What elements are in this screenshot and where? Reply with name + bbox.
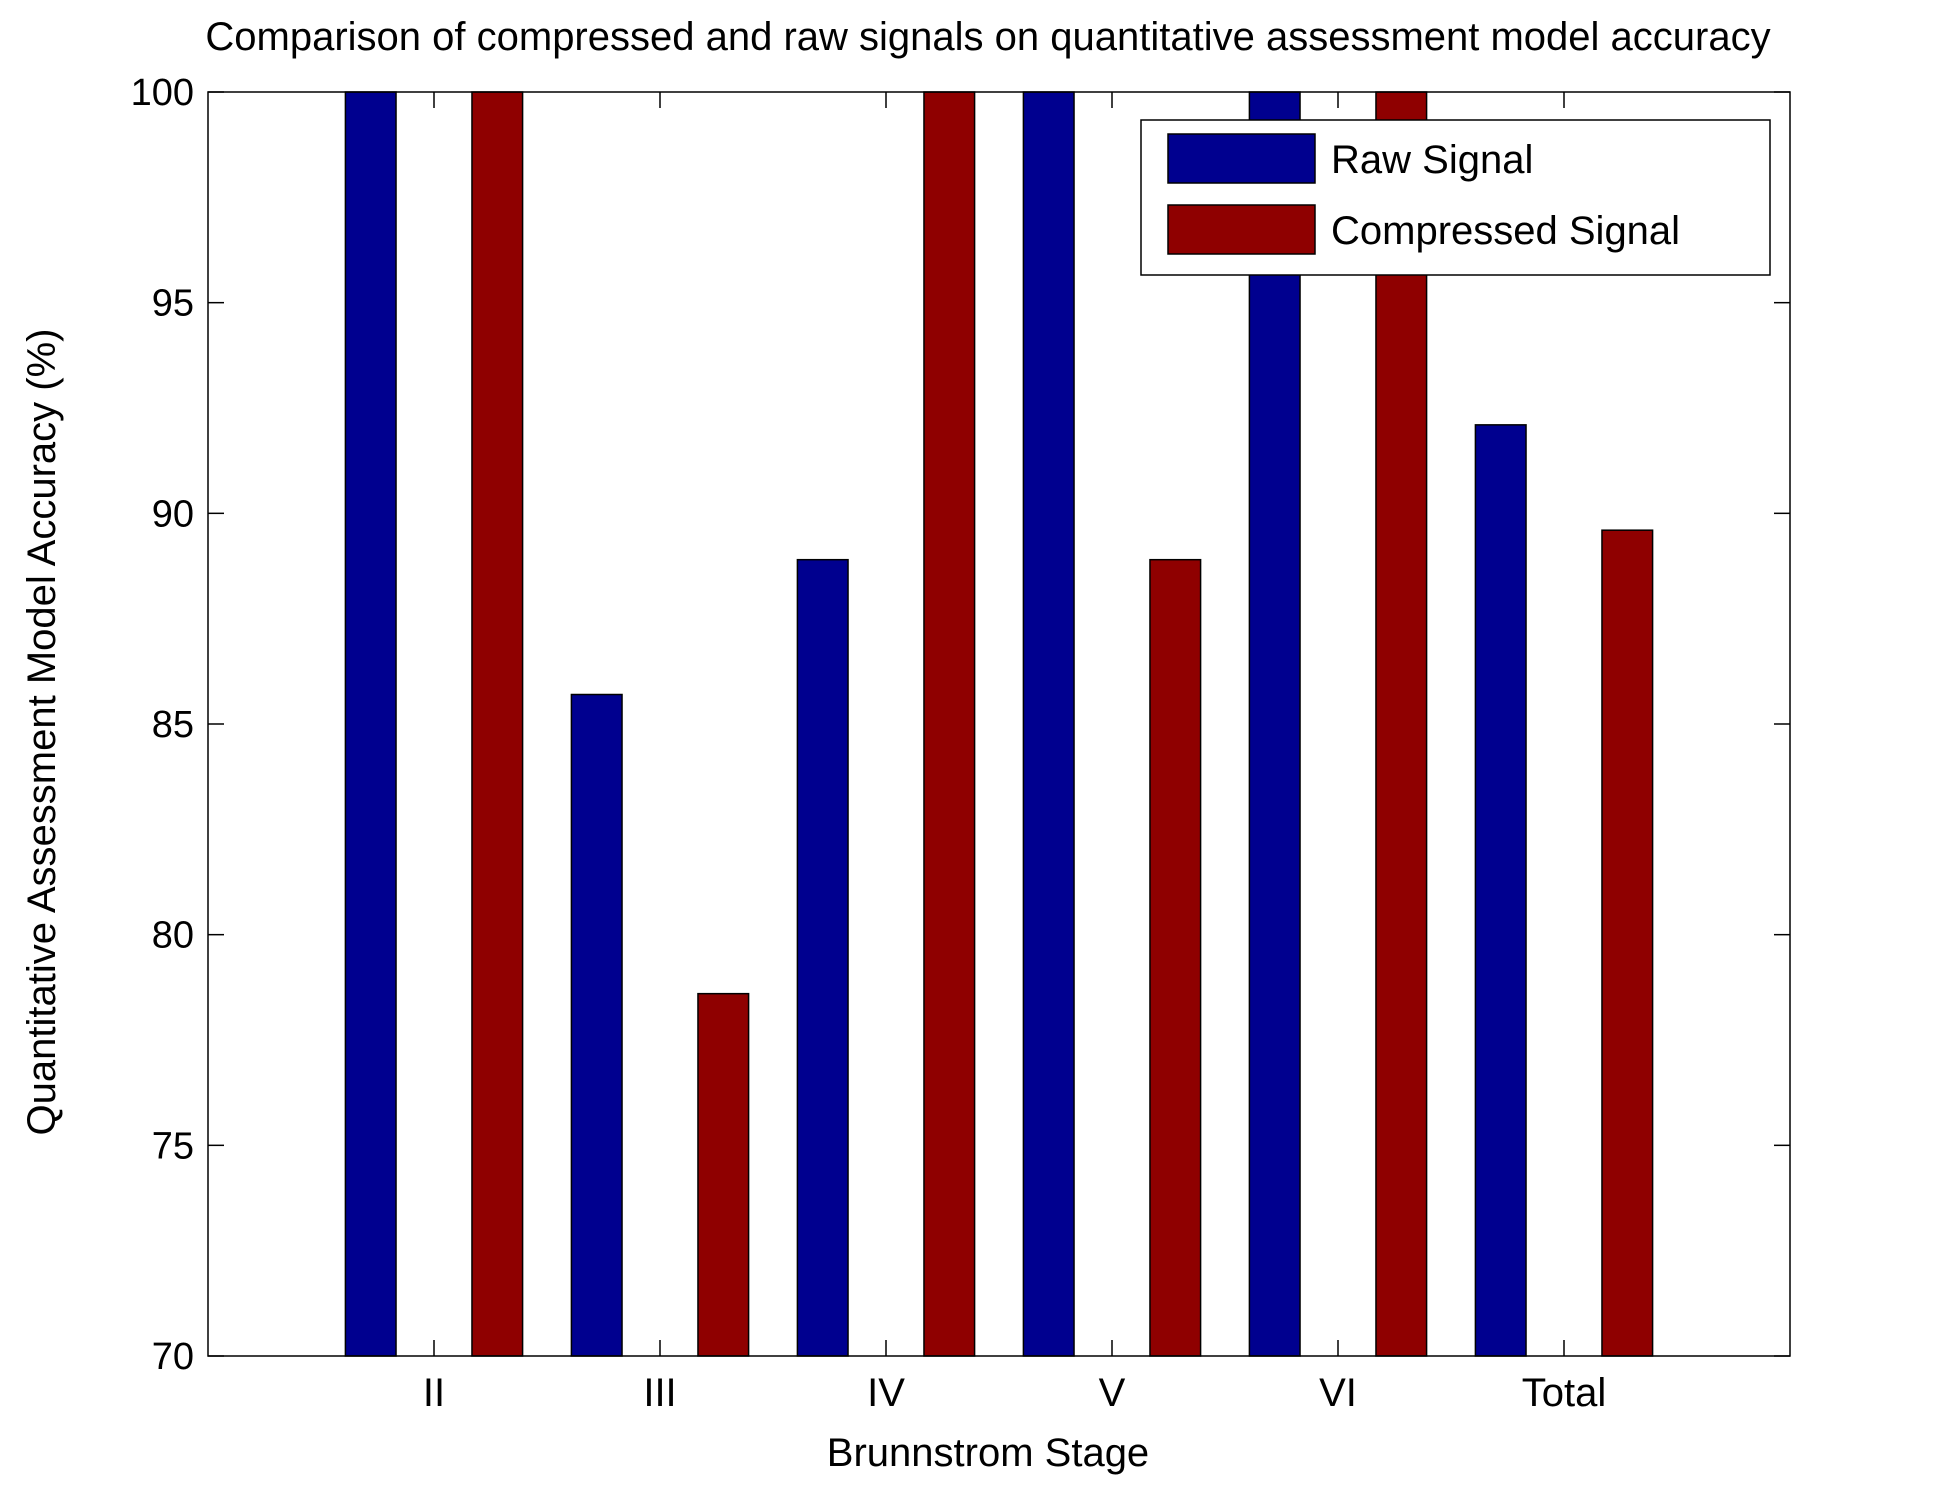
bar-compressed-signal-total (1601, 529, 1654, 1357)
legend-label-compressed-signal: Compressed Signal (1331, 209, 1680, 253)
x-tick-label: VI (1319, 1371, 1357, 1415)
bar-raw-signal-vi (1248, 91, 1301, 1357)
legend-swatch-raw-signal (1167, 133, 1316, 184)
bar-compressed-signal-iii (697, 992, 750, 1357)
chart-title: Comparison of compressed and raw signals… (205, 15, 1770, 59)
x-tick-label: II (423, 1371, 445, 1415)
bar-compressed-signal-v (1149, 558, 1202, 1357)
x-tick-label: V (1099, 1371, 1126, 1415)
legend: Raw Signal Compressed Signal (1140, 119, 1771, 276)
x-tick-label: III (643, 1371, 676, 1415)
x-tick-label: Total (1522, 1371, 1607, 1415)
y-tick-label: 100 (131, 72, 194, 114)
y-tick-label: 95 (152, 283, 194, 325)
legend-swatch-compressed-signal (1167, 204, 1316, 255)
y-tick-label: 70 (152, 1336, 194, 1378)
y-tick-label: 90 (152, 493, 194, 535)
y-tick-label: 75 (152, 1125, 194, 1167)
bar-raw-signal-v (1022, 91, 1075, 1357)
bar-raw-signal-ii (344, 91, 397, 1357)
bar-compressed-signal-vi (1375, 91, 1428, 1357)
x-tick-label: IV (867, 1371, 905, 1415)
y-tick-label: 85 (152, 704, 194, 746)
x-axis-label: Brunnstrom Stage (827, 1431, 1149, 1475)
y-axis-label: Quantitative Assessment Model Accuracy (… (20, 329, 64, 1136)
bar-compressed-signal-iv (923, 91, 976, 1357)
bar-raw-signal-iv (796, 558, 849, 1357)
legend-label-raw-signal: Raw Signal (1331, 138, 1533, 182)
bar-compressed-signal-ii (471, 91, 524, 1357)
bar-raw-signal-total (1474, 424, 1527, 1357)
bar-raw-signal-iii (570, 693, 623, 1357)
y-tick-label: 80 (152, 915, 194, 957)
